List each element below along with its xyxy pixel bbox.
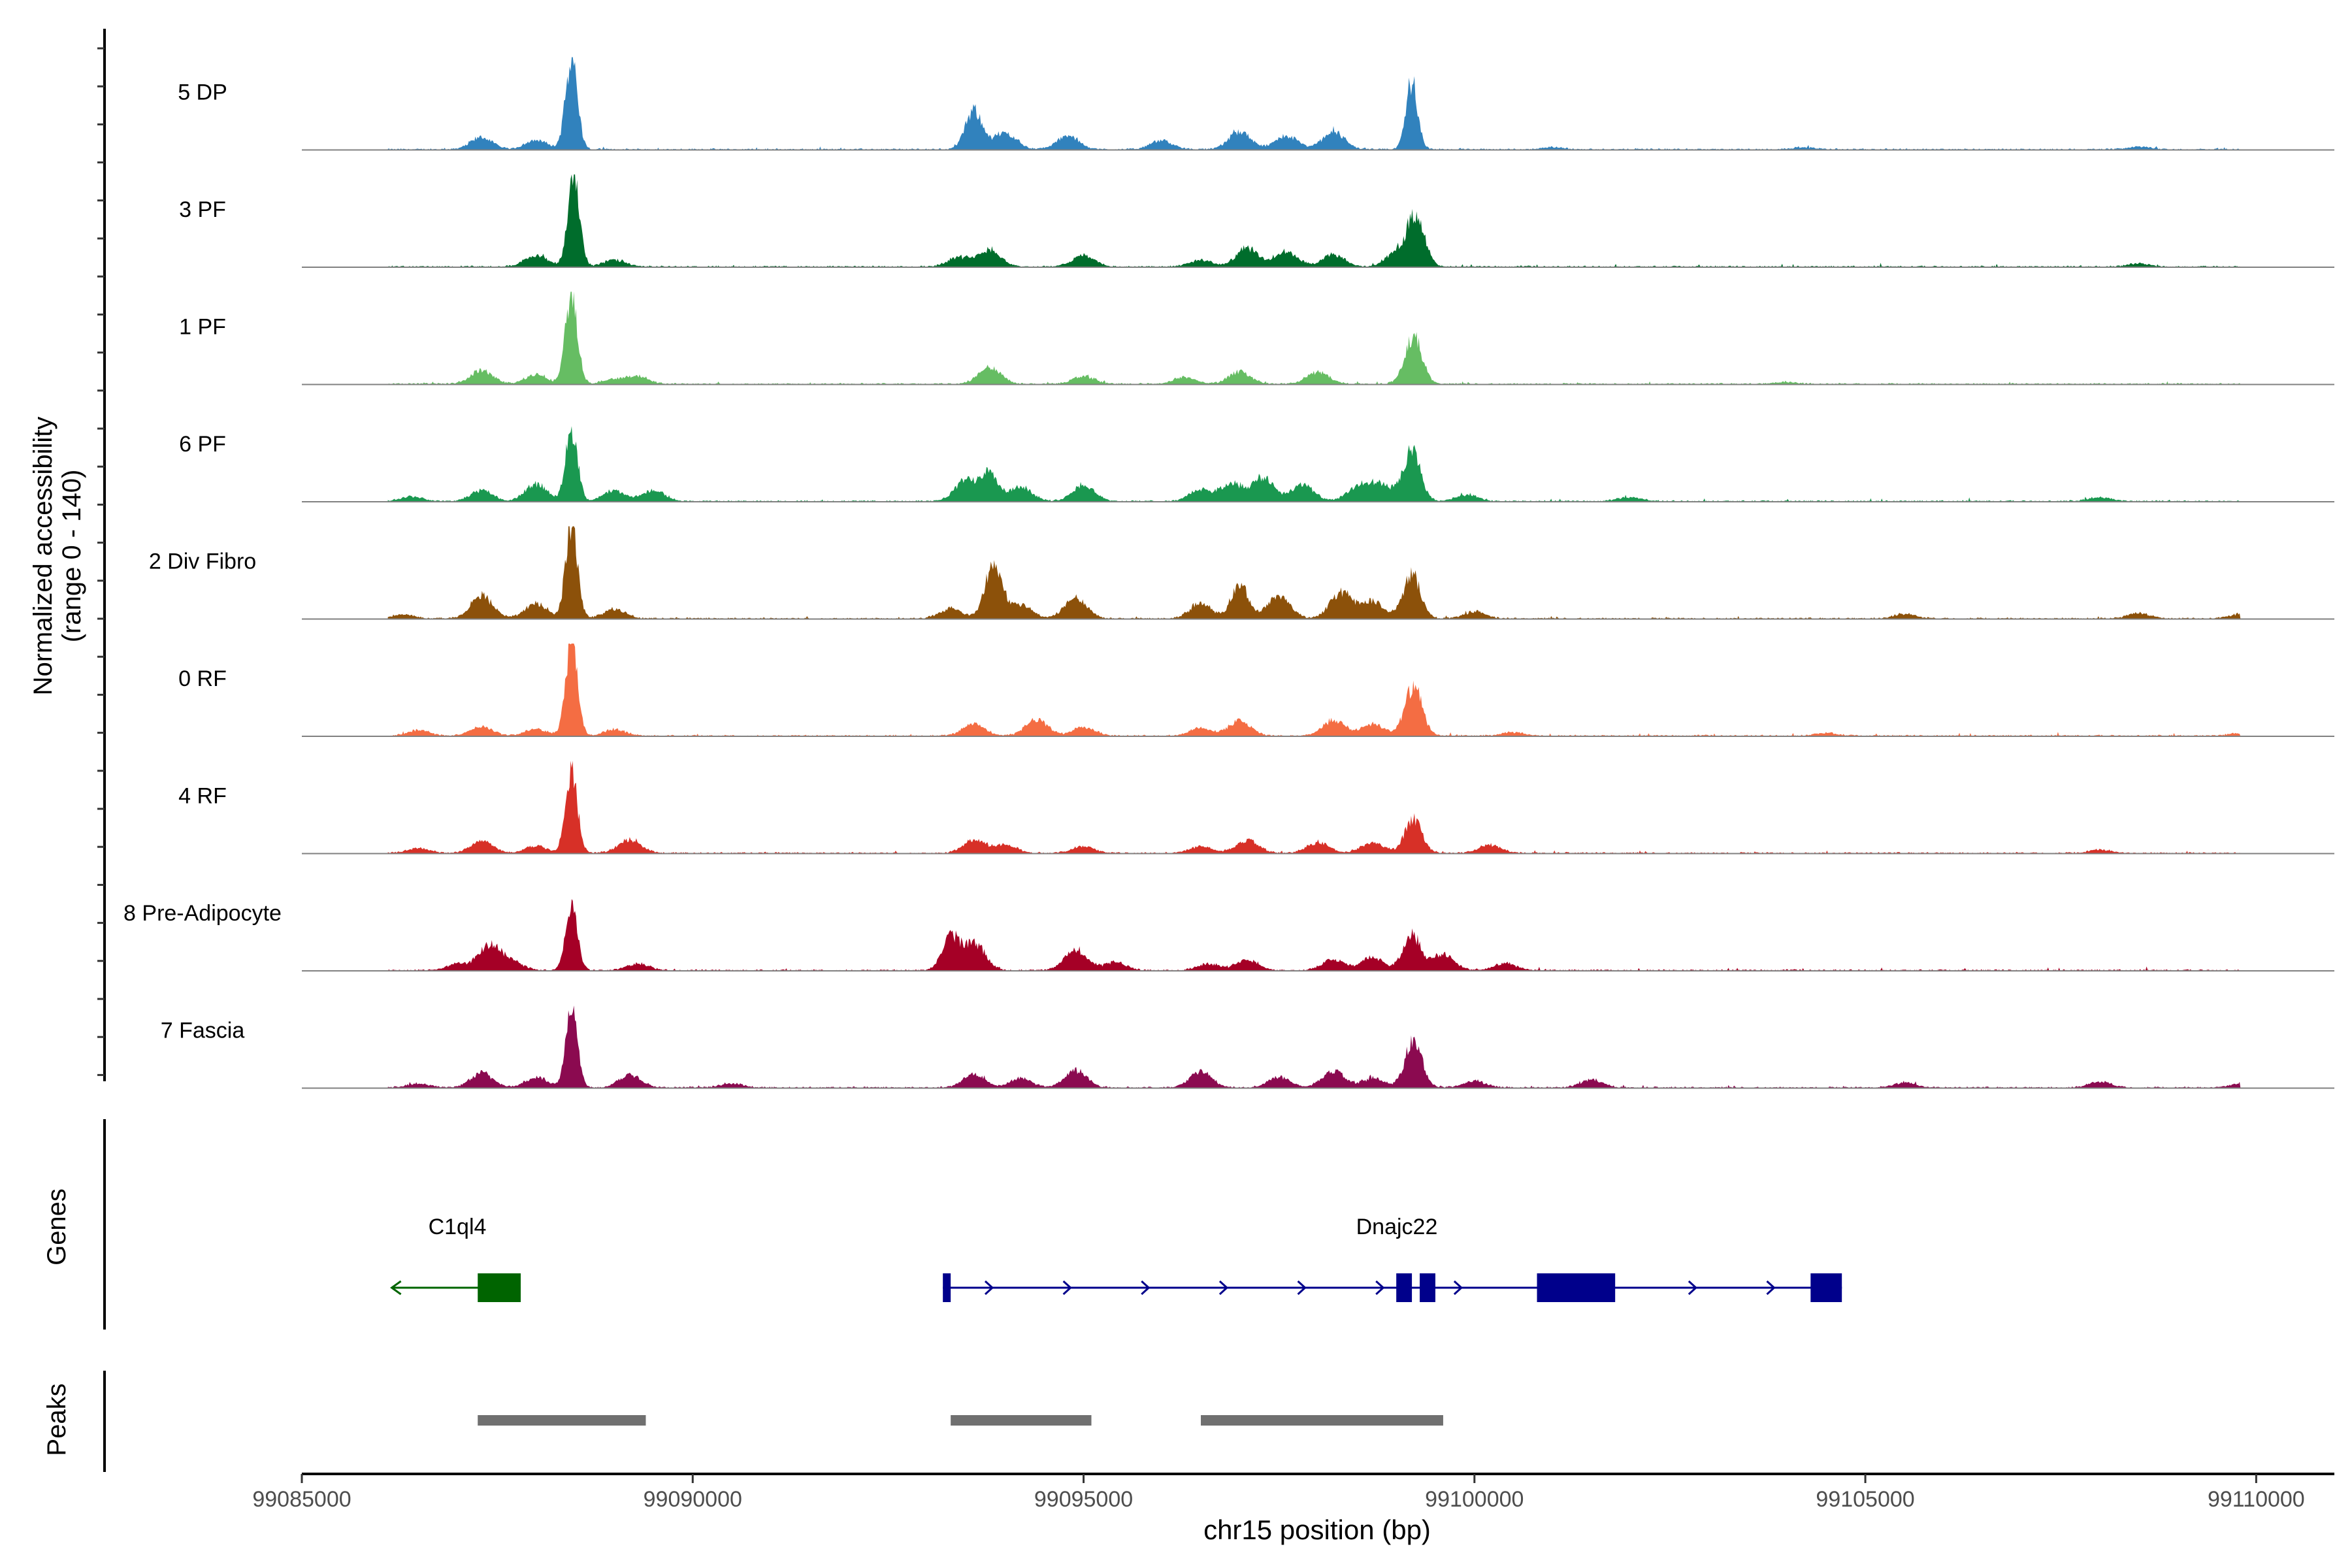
coverage-area (387, 526, 2241, 619)
strand-arrow (1766, 1280, 1776, 1296)
peak-region (478, 1415, 646, 1426)
strand-arrow (984, 1280, 994, 1296)
strand-arrow (1453, 1280, 1463, 1296)
coverage-area (387, 426, 2241, 502)
strand-arrow (1297, 1280, 1307, 1296)
peak-region (1201, 1415, 1443, 1426)
x-tick-label: 99085000 (252, 1487, 351, 1512)
gene-exon (1420, 1273, 1435, 1302)
gene-c1ql4: C1ql4 (390, 1215, 521, 1302)
coverage-area (387, 291, 2241, 385)
strand-arrow (1688, 1280, 1698, 1296)
gene-exon (1537, 1273, 1616, 1302)
strand-arrow (1141, 1280, 1151, 1296)
x-tick-label: 99110000 (2208, 1487, 2305, 1512)
track-5-dp: 5 DP (178, 57, 2334, 151)
track-label: 2 Div Fibro (149, 549, 256, 574)
gene-name: Dnajc22 (1356, 1215, 1438, 1239)
track-3-pf: 3 PF (179, 174, 2334, 268)
track-label: 8 Pre-Adipocyte (123, 901, 282, 926)
track-label: 5 DP (178, 80, 227, 105)
gene-name: C1ql4 (429, 1215, 487, 1239)
peaks-track (103, 1371, 1443, 1472)
strand-arrow (1062, 1280, 1072, 1296)
genes-track: C1ql4 Dnajc22 (103, 1119, 1842, 1330)
strand-arrow (390, 1280, 402, 1296)
track-label: 0 RF (178, 666, 227, 691)
track-2-div-fibro: 2 Div Fibro (149, 526, 2334, 620)
genes-label: Genes (42, 1188, 71, 1266)
track-7-fascia: 7 Fascia (161, 1005, 2334, 1089)
track-8-pre-adipocyte: 8 Pre-Adipocyte (123, 899, 2334, 972)
strand-arrow (1218, 1280, 1229, 1296)
strand-arrow (1375, 1280, 1385, 1296)
track-label: 3 PF (179, 197, 226, 222)
track-label: 4 RF (178, 784, 227, 809)
peaks-label: Peaks (42, 1383, 71, 1456)
track-label: 6 PF (179, 432, 226, 457)
y-axis-label: Normalized accessibility(range 0 - 140) (29, 417, 86, 696)
track-label: 1 PF (179, 315, 226, 340)
track-1-pf: 1 PF (179, 291, 2334, 385)
x-axis-label: chr15 position (bp) (1203, 1514, 1431, 1545)
gene-dnajc22: Dnajc22 (943, 1215, 1842, 1302)
coverage-area (387, 174, 2241, 267)
x-axis: 99085000 99090000 99095000 99100000 99105000… (252, 1473, 2334, 1512)
gene-exon (478, 1273, 521, 1302)
gene-exon (1396, 1273, 1413, 1302)
coverage-area (387, 760, 2241, 854)
coverage-tracks: 5 DP 3 PF 1 PF 6 PF 2 Div Fibro 0 RF 4 RF 8 Pre… (123, 57, 2334, 1089)
accessibility-axis (97, 29, 106, 1081)
gene-exon (943, 1273, 951, 1302)
coverage-area (387, 899, 2241, 971)
x-tick-label: 99090000 (644, 1487, 742, 1512)
gene-exon (1810, 1273, 1842, 1302)
coverage-area (387, 644, 2241, 736)
coverage-area (387, 57, 2241, 150)
track-label: 7 Fascia (161, 1019, 245, 1043)
track-4-rf: 4 RF (178, 760, 2334, 855)
track-0-rf: 0 RF (178, 644, 2334, 737)
x-tick-label: 99100000 (1425, 1487, 1524, 1512)
peak-region (951, 1415, 1092, 1426)
track-6-pf: 6 PF (179, 426, 2334, 502)
coverage-area (387, 1005, 2241, 1088)
x-tick-label: 99105000 (1816, 1487, 1914, 1512)
x-tick-label: 99095000 (1034, 1487, 1133, 1512)
